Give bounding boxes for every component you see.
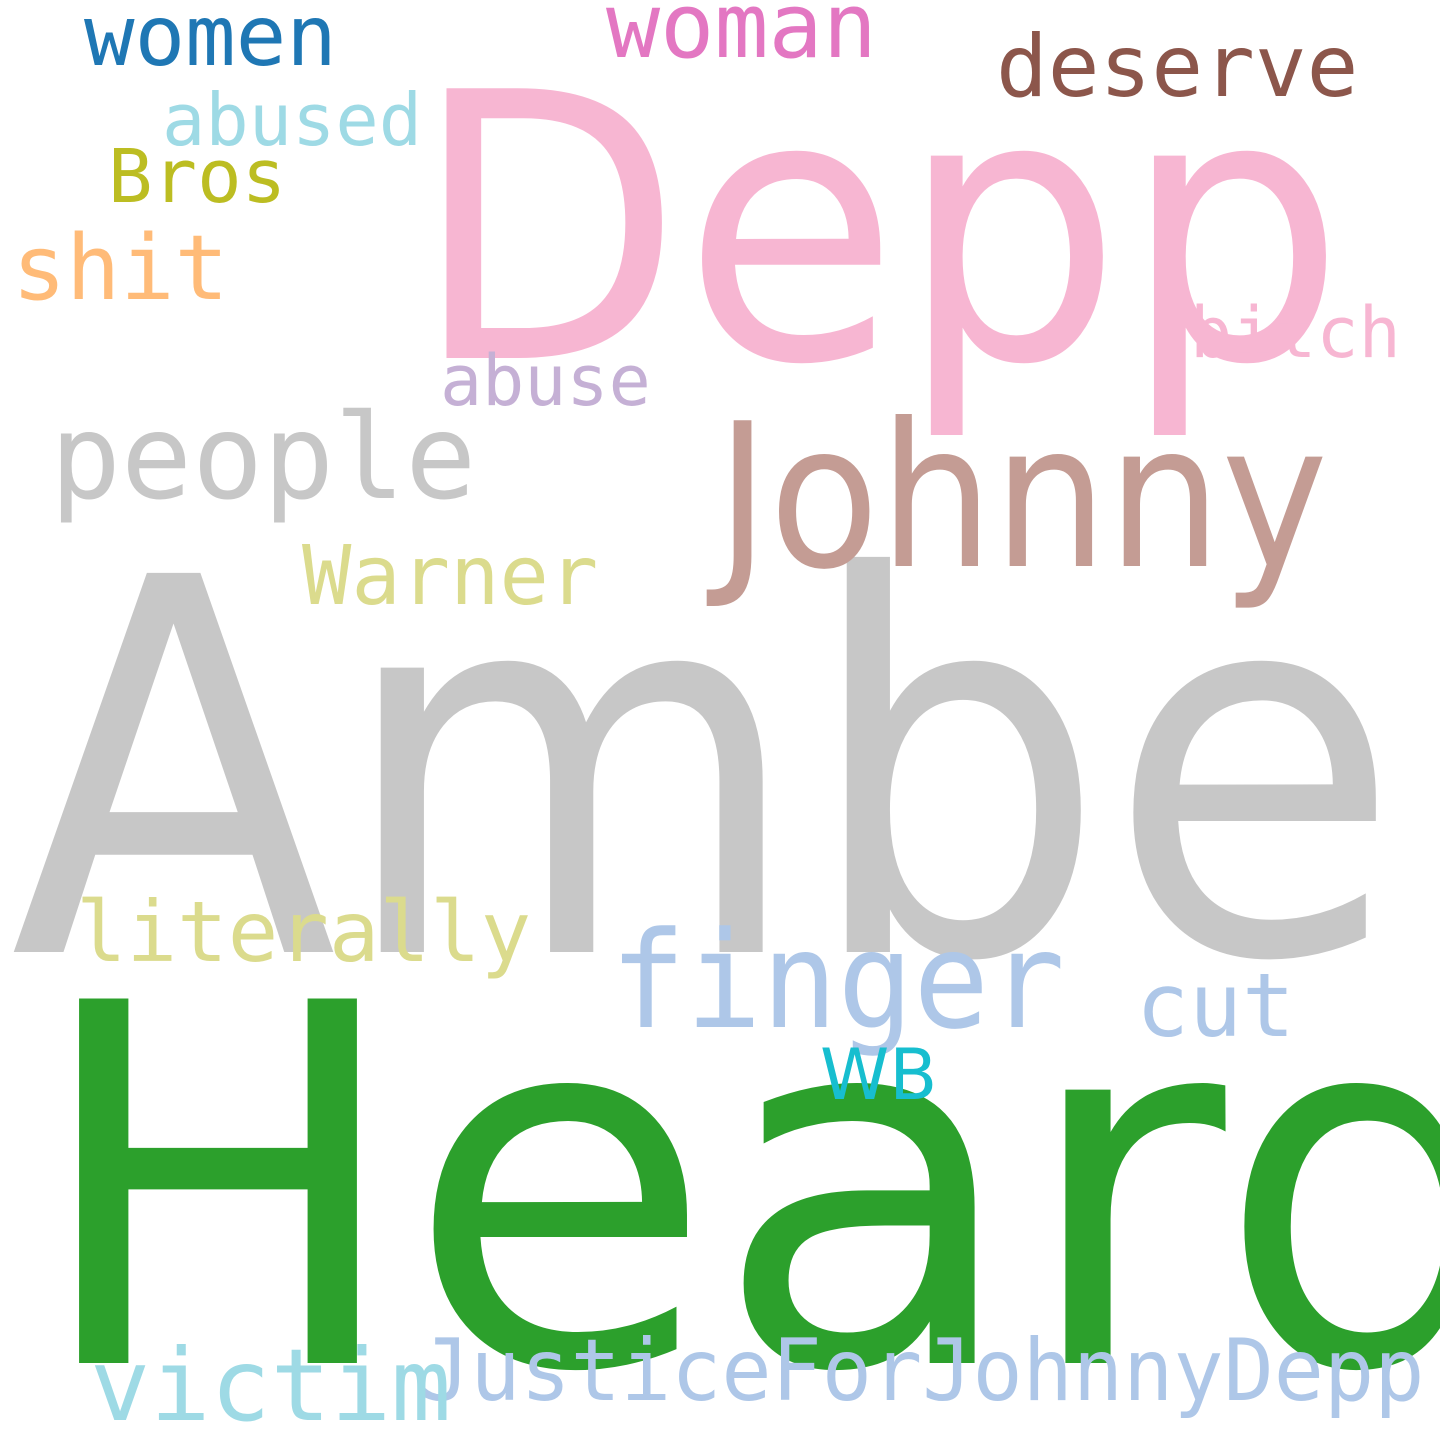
- word-cut: cut: [1136, 954, 1295, 1057]
- word-warner: Warner: [302, 529, 599, 624]
- word-deserve: deserve: [996, 17, 1359, 117]
- word-bitch: bitch: [1190, 292, 1401, 374]
- word-women: women: [84, 0, 337, 85]
- word-shit: shit: [12, 216, 229, 321]
- word-justicefor-johnnydepp: JusticeForJohnnyDepp: [420, 1321, 1425, 1421]
- word-amber: Amber: [10, 469, 1440, 1075]
- word-depp: Depp: [412, 16, 1346, 446]
- word-woman: woman: [606, 0, 877, 79]
- word-abuse: abuse: [440, 340, 651, 422]
- word-people: people: [50, 388, 477, 526]
- word-bros: Bros: [108, 134, 287, 220]
- word-victim: victim: [90, 1327, 452, 1440]
- word-johnny: Johnny: [716, 381, 1328, 614]
- word-abused: abused: [162, 78, 423, 162]
- word-literally: literally: [76, 883, 532, 981]
- word-heard: Heard: [30, 899, 1440, 1440]
- word-finger: finger: [610, 903, 1066, 1059]
- word-wb: WB: [820, 1034, 938, 1116]
